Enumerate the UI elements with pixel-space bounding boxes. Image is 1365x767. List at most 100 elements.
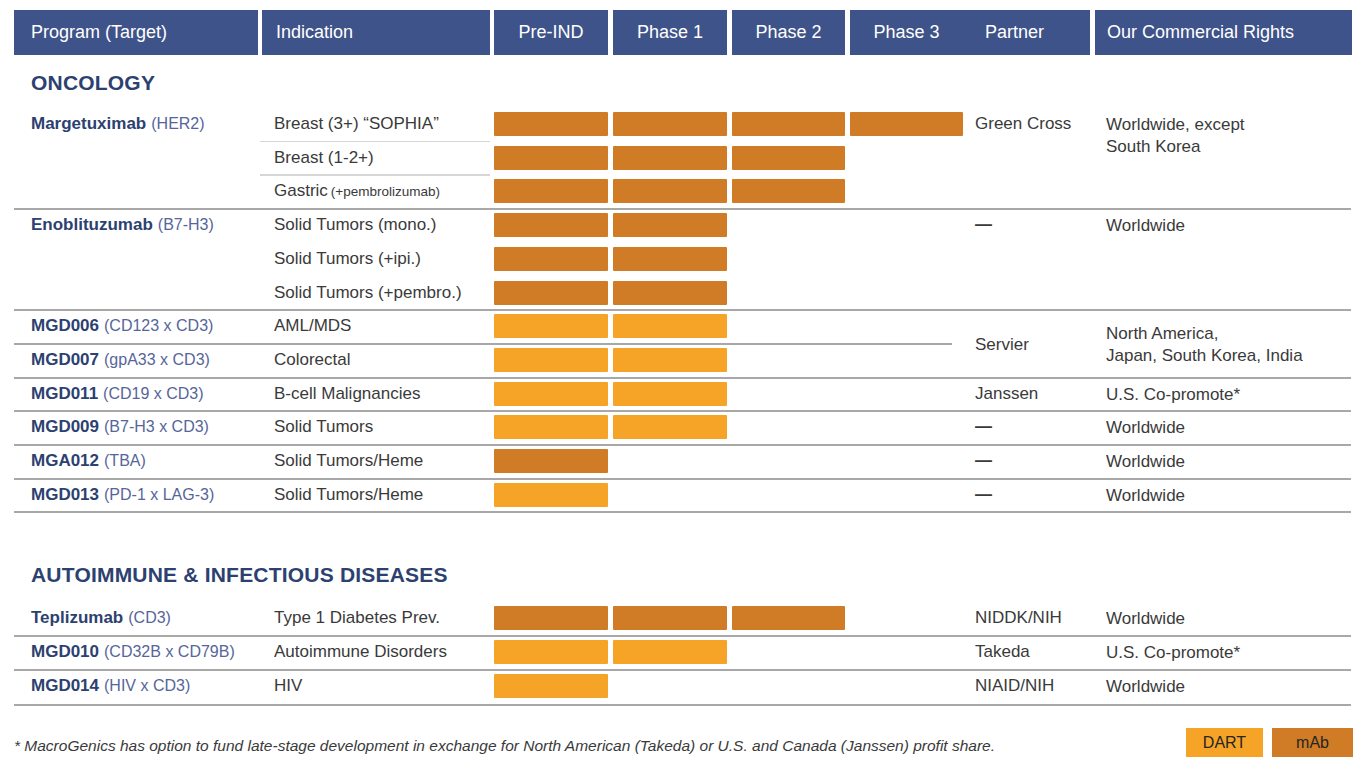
indication-note: (+pembrolizumab) bbox=[331, 184, 440, 199]
phase-bar-dart bbox=[494, 382, 608, 406]
indication-label: Solid Tumors/Heme bbox=[274, 483, 423, 507]
program-name: Margetuximab bbox=[31, 114, 146, 133]
indication-text: HIV bbox=[274, 676, 302, 695]
indication-label: Solid Tumors (+pembro.) bbox=[274, 281, 462, 305]
column-header-phase-2: Phase 2 bbox=[732, 10, 845, 55]
phase-bar-mab bbox=[494, 247, 608, 271]
partner-label: Takeda bbox=[975, 640, 1030, 664]
column-header-program-target: Program (Target) bbox=[14, 10, 258, 55]
group-divider bbox=[14, 309, 1351, 311]
program-target: (HER2) bbox=[151, 115, 204, 132]
legend-swatch-dart: DART bbox=[1186, 728, 1263, 757]
phase-bar-mab bbox=[494, 281, 608, 305]
sub-divider bbox=[260, 174, 490, 176]
sub-divider bbox=[260, 141, 490, 143]
partner-label: — bbox=[975, 415, 992, 439]
partner-label: NIAID/NIH bbox=[975, 674, 1054, 698]
column-header-partner: Partner bbox=[962, 10, 1090, 55]
program-name: MGD011 bbox=[31, 384, 98, 403]
rights-label: Worldwide bbox=[1106, 451, 1185, 473]
program-target: (HIV x CD3) bbox=[104, 677, 190, 694]
rights-line: U.S. Co-promote* bbox=[1106, 642, 1240, 664]
phase-bar-dart bbox=[494, 483, 608, 507]
rights-label: North America,Japan, South Korea, India bbox=[1106, 323, 1303, 367]
rights-line: U.S. Co-promote* bbox=[1106, 384, 1240, 406]
rights-line: Worldwide bbox=[1106, 608, 1185, 630]
rights-line: Worldwide, except bbox=[1106, 114, 1245, 136]
phase-bar-dart bbox=[494, 415, 608, 439]
program-target: (CD3) bbox=[128, 609, 171, 626]
phase-bar-dart bbox=[613, 382, 727, 406]
program-label: MGA012(TBA) bbox=[31, 449, 146, 473]
phase-bar-dart bbox=[494, 640, 608, 664]
program-name: MGA012 bbox=[31, 451, 99, 470]
indication-text: Solid Tumors/Heme bbox=[274, 485, 423, 504]
indication-text: B-cell Malignancies bbox=[274, 384, 420, 403]
program-name: MGD010 bbox=[31, 642, 99, 661]
indication-label: Autoimmune Disorders bbox=[274, 640, 447, 664]
rights-label: U.S. Co-promote* bbox=[1106, 384, 1240, 406]
column-header-commercial-rights: Our Commercial Rights bbox=[1095, 10, 1352, 55]
rights-line: Worldwide bbox=[1106, 485, 1185, 507]
partner-label: Janssen bbox=[975, 382, 1038, 406]
program-target: (PD-1 x LAG-3) bbox=[104, 486, 214, 503]
phase-bar-mab bbox=[494, 606, 608, 630]
group-divider bbox=[14, 444, 1351, 446]
phase-bar-dart bbox=[613, 348, 727, 372]
program-name: MGD009 bbox=[31, 417, 99, 436]
program-name: Teplizumab bbox=[31, 608, 123, 627]
program-label: MGD014 (HIV x CD3) bbox=[31, 674, 190, 698]
phase-bar-dart bbox=[613, 314, 727, 338]
phase-bar-mab bbox=[613, 213, 727, 237]
indication-label: HIV bbox=[274, 674, 302, 698]
indication-text: Type 1 Diabetes Prev. bbox=[274, 608, 440, 627]
group-divider bbox=[14, 704, 1351, 706]
group-divider bbox=[14, 669, 1351, 671]
phase-bar-mab bbox=[613, 112, 727, 136]
rights-label: Worldwide bbox=[1106, 215, 1185, 237]
column-header-phase-1: Phase 1 bbox=[613, 10, 727, 55]
indication-label: Type 1 Diabetes Prev. bbox=[274, 606, 440, 630]
rights-line: Worldwide bbox=[1106, 676, 1185, 698]
partner-label: NIDDK/NIH bbox=[975, 606, 1062, 630]
column-header-pre-ind: Pre-IND bbox=[494, 10, 608, 55]
phase-bar-mab bbox=[732, 146, 845, 170]
program-name: MGD006 bbox=[31, 316, 99, 335]
rights-label: Worldwide, exceptSouth Korea bbox=[1106, 114, 1245, 158]
program-divider bbox=[14, 343, 952, 345]
program-label: MGD013(PD-1 x LAG-3) bbox=[31, 483, 214, 507]
program-target: (B7-H3 x CD3) bbox=[104, 418, 209, 435]
program-name: MGD007 bbox=[31, 350, 99, 369]
rights-line: Worldwide bbox=[1106, 417, 1185, 439]
program-label: Margetuximab (HER2) bbox=[31, 112, 205, 136]
program-label: MGD007 (gpA33 x CD3) bbox=[31, 348, 210, 372]
legend-label-mab: mAb bbox=[1296, 734, 1329, 751]
program-label: MGD010 (CD32B x CD79B) bbox=[31, 640, 235, 664]
section-title-autoimmune: AUTOIMMUNE & INFECTIOUS DISEASES bbox=[31, 563, 448, 587]
phase-bar-mab bbox=[494, 449, 608, 473]
phase-bar-mab bbox=[732, 179, 845, 203]
section-title-oncology: ONCOLOGY bbox=[31, 71, 155, 95]
program-target: (CD32B x CD79B) bbox=[104, 643, 235, 660]
program-target: (gpA33 x CD3) bbox=[104, 351, 210, 368]
indication-label: Gastric(+pembrolizumab) bbox=[274, 179, 440, 203]
rights-label: Worldwide bbox=[1106, 676, 1185, 698]
column-header-indication: Indication bbox=[262, 10, 490, 55]
partner-label: Green Cross bbox=[975, 112, 1071, 136]
indication-text: Breast (3+) “SOPHIA” bbox=[274, 114, 439, 133]
phase-bar-mab bbox=[613, 281, 727, 305]
footnote: * MacroGenics has option to fund late-st… bbox=[14, 737, 995, 755]
program-label: MGD009 (B7-H3 x CD3) bbox=[31, 415, 209, 439]
indication-label: Solid Tumors/Heme bbox=[274, 449, 423, 473]
indication-text: Solid Tumors (+pembro.) bbox=[274, 283, 462, 302]
program-target: (B7-H3) bbox=[158, 216, 214, 233]
legend-label-dart: DART bbox=[1203, 734, 1246, 751]
rights-line: Worldwide bbox=[1106, 451, 1185, 473]
phase-bar-mab bbox=[613, 247, 727, 271]
indication-text: Solid Tumors (mono.) bbox=[274, 215, 437, 234]
indication-text: Solid Tumors bbox=[274, 417, 373, 436]
indication-label: Breast (3+) “SOPHIA” bbox=[274, 112, 439, 136]
phase-bar-mab bbox=[494, 146, 608, 170]
program-name: MGD014 bbox=[31, 676, 99, 695]
rights-line: North America, bbox=[1106, 323, 1303, 345]
